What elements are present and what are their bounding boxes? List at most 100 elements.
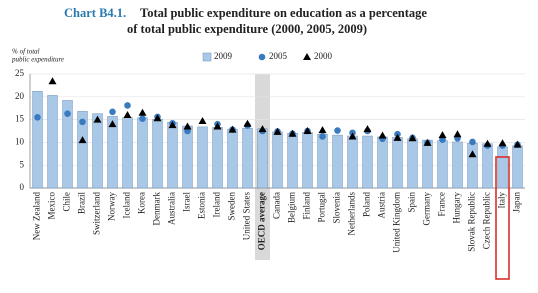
marker-triangle [213,122,222,130]
y-axis-label: public expenditure [11,56,64,64]
bar [32,91,43,189]
bar [152,118,163,189]
marker-triangle [408,134,417,142]
x-tick-label: Norway [107,192,117,221]
marker-triangle [48,77,57,85]
bar [392,137,403,189]
bar [62,100,73,189]
marker-triangle [423,138,432,146]
marker-triangle [243,119,252,127]
marker-triangle [438,131,447,139]
marker-triangle [273,127,282,135]
marker-triangle [303,127,312,134]
marker-circle [319,133,326,140]
x-tick-label: United Kingdom [392,192,402,253]
marker-triangle [123,111,132,119]
x-tick-label: Belgium [287,192,297,223]
marker-triangle [198,116,207,124]
bar [497,146,508,189]
x-tick-label: Israel [182,192,192,212]
bar [257,128,268,189]
y-tick-label: 25 [15,68,25,78]
x-tick-label: Switzerland [92,192,102,235]
x-tick-label: Netherlands [347,192,357,236]
marker-circle [124,102,131,109]
marker-circle [334,127,341,134]
bar [482,143,493,189]
bar [227,128,238,189]
x-tick-label: Canada [272,192,282,219]
x-tick-label: Germany [422,192,432,226]
legend-label: 2009 [214,51,233,61]
bar [422,139,433,189]
x-tick-label: Brazil [77,192,87,214]
x-tick-label: United States [242,192,252,241]
x-tick-label: Chile [62,192,72,212]
marker-triangle [228,125,237,133]
marker-triangle [318,126,327,134]
marker-triangle [453,130,462,138]
chart-label: Chart B4.1. [64,6,126,20]
bar [467,143,478,189]
marker-circle [64,110,71,117]
bar [317,133,328,189]
x-tick-label: Italy [497,192,507,209]
bar [407,138,418,189]
legend-label: 2005 [269,51,288,61]
y-tick-label: 20 [15,91,25,101]
bar [167,122,178,189]
legend-label: 2000 [314,51,333,61]
marker-triangle [138,108,147,116]
bar [137,117,148,189]
bar [452,141,463,189]
chart-title: of total public expenditure (2000, 2005,… [127,22,367,36]
bar [242,128,253,189]
marker-triangle [498,139,507,147]
x-tick-label: France [437,192,447,217]
bar [122,117,133,189]
marker-triangle [513,140,522,148]
x-tick-label: Spain [407,192,417,213]
marker-triangle [363,125,372,133]
x-tick-label: Australia [167,192,177,225]
marker-triangle [108,120,117,128]
legend-swatch [258,53,266,61]
marker-circle [34,114,41,121]
bar [377,136,388,189]
bar [512,145,523,189]
bar [107,116,118,189]
highlight-box [495,156,510,280]
y-tick-label: 0 [20,182,25,192]
y-tick-label: 5 [20,159,25,169]
x-tick-label: Estonia [197,192,207,219]
bar [362,135,373,189]
marker-triangle [378,131,387,139]
bar [287,133,298,189]
x-tick-label: Hungary [452,192,462,224]
y-tick-label: 15 [15,114,25,124]
bar [347,135,358,189]
x-tick-label: Mexico [47,192,57,220]
marker-triangle [258,125,267,133]
legend-swatch [202,52,212,62]
marker-triangle [288,129,297,137]
marker-triangle [468,150,477,158]
x-tick-label: Czech Republic [482,192,492,249]
marker-triangle [93,115,102,123]
y-tick-label: 10 [15,136,25,146]
x-tick-label: Slovenia [332,192,342,224]
marker-triangle [78,136,87,144]
marker-triangle [183,122,192,130]
marker-triangle [348,132,357,140]
x-tick-label: Denmark [152,192,162,226]
bar [272,131,283,189]
bar [197,126,208,189]
x-tick-label: Sweden [227,192,237,221]
x-tick-label: Austria [377,192,387,219]
x-tick-label: OECD average [257,192,267,250]
marker-triangle [153,114,162,122]
x-tick-label: Poland [362,192,372,218]
chart-title: Total public expenditure on education as… [140,6,427,20]
bar [92,113,103,189]
